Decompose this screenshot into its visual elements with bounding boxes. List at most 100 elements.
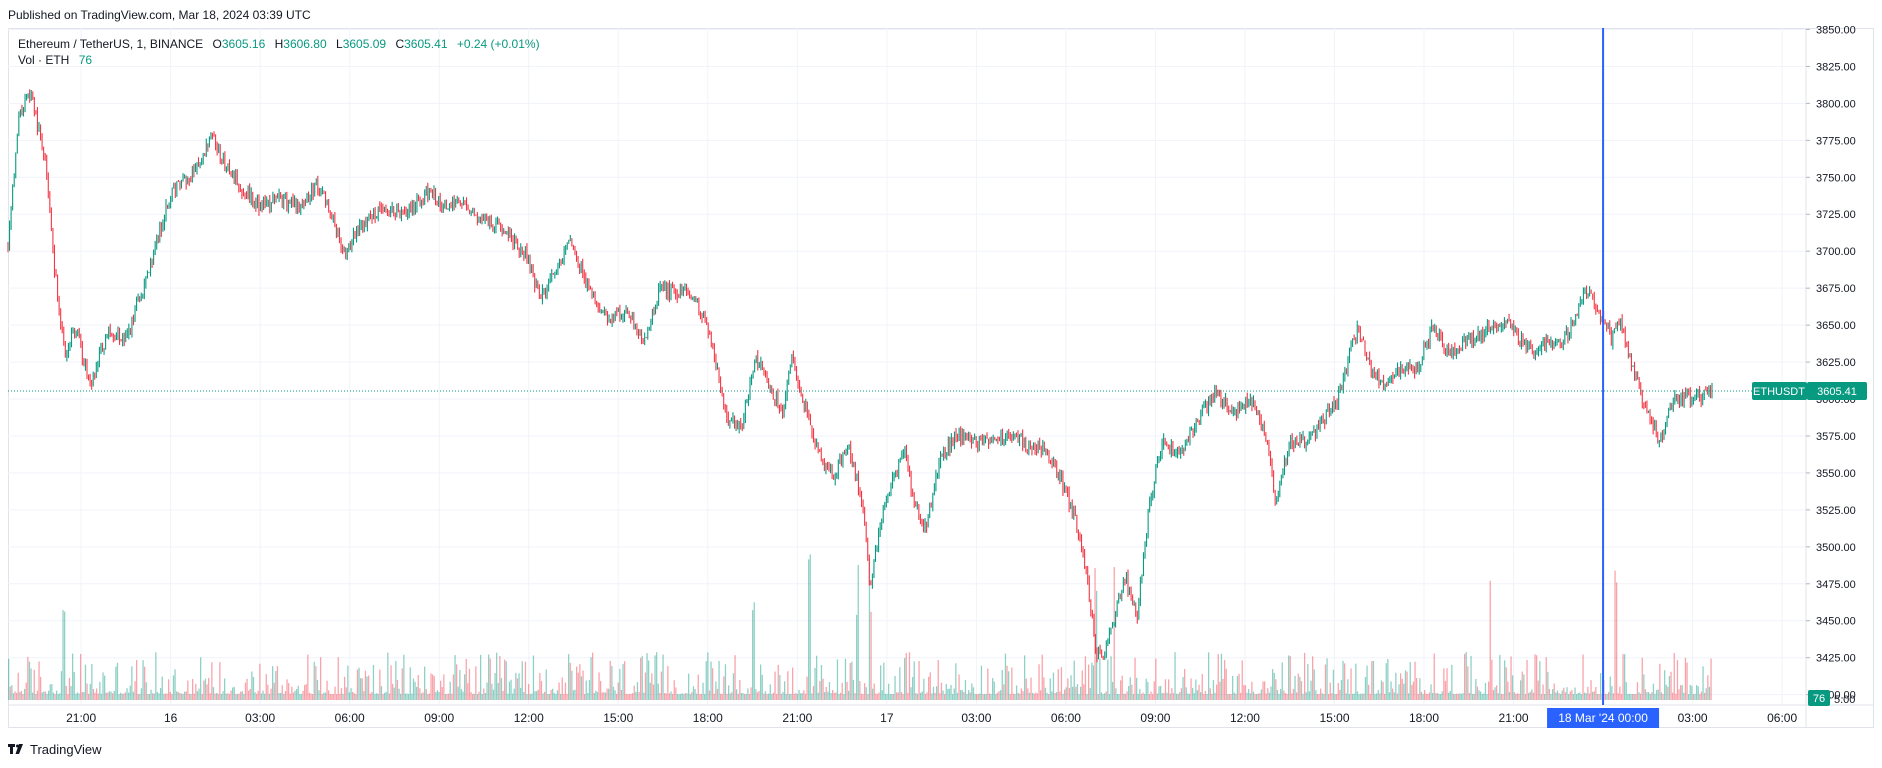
x-tick-label: 03:00	[961, 711, 991, 725]
volume-bar	[1670, 671, 1672, 700]
volume-bar	[1611, 685, 1613, 700]
volume-bar	[175, 691, 178, 700]
volume-bar	[388, 693, 391, 700]
volume-bar	[900, 692, 903, 700]
volume-bar	[1323, 693, 1325, 700]
volume-bar	[1478, 690, 1480, 700]
volume-bar	[1134, 657, 1136, 700]
volume-bar	[753, 602, 755, 700]
volume-bar	[36, 690, 39, 700]
volume-bar	[345, 687, 347, 700]
volume-bar	[247, 690, 250, 700]
volume-bar	[191, 679, 194, 700]
volume-bar	[1542, 684, 1544, 700]
volume-bar	[203, 680, 205, 700]
volume-bar	[1665, 684, 1667, 700]
volume-bar	[1347, 679, 1349, 700]
chart-frame[interactable]	[8, 28, 1874, 728]
volume-bar	[543, 691, 546, 700]
volume-bar	[57, 693, 59, 700]
volume-bar	[1015, 685, 1018, 700]
volume-bar	[167, 679, 170, 700]
volume-bar	[855, 614, 858, 700]
volume-bar	[833, 692, 835, 700]
volume-bar	[169, 691, 171, 700]
y-tick-label: 3800.00	[1816, 98, 1856, 110]
volume-bar	[1507, 681, 1509, 700]
volume-bar	[75, 693, 77, 700]
volume-bar	[185, 691, 187, 700]
volume-bar	[935, 686, 938, 700]
legend-ohlc-row: Ethereum / TetherUS, 1, BINANCE O3605.16…	[18, 36, 540, 52]
volume-bar	[1511, 675, 1514, 700]
volume-bar	[657, 683, 659, 700]
volume-bar	[137, 693, 139, 700]
volume-bar	[153, 693, 155, 700]
volume-bar	[1659, 663, 1661, 700]
volume-bar	[969, 692, 971, 700]
volume-bar	[1067, 678, 1069, 700]
volume-bar	[1489, 580, 1491, 700]
volume-bar	[1307, 663, 1309, 700]
volume-bar	[547, 693, 549, 700]
volume-bar	[182, 693, 184, 700]
legend-symbol[interactable]: Ethereum / TetherUS, 1, BINANCE	[18, 37, 204, 51]
volume-bar	[438, 692, 440, 700]
x-tick-label: 03:00	[245, 711, 275, 725]
y-tick-label: 3550.00	[1816, 468, 1856, 480]
volume-bar	[1455, 693, 1458, 700]
volume-bar	[33, 669, 35, 700]
volume-bar	[865, 687, 867, 700]
volume-bar	[526, 693, 528, 700]
volume-bar	[857, 564, 859, 700]
volume-bar	[1001, 670, 1003, 700]
footer-branding: TradingView	[8, 742, 102, 757]
volume-bar	[52, 692, 55, 700]
volume-bar	[1657, 689, 1659, 700]
volume-bar	[1177, 693, 1179, 700]
y-tick-label: 3500.00	[1816, 542, 1856, 554]
volume-bar	[769, 684, 771, 700]
volume-bar	[143, 666, 146, 700]
volume-bar	[1433, 653, 1435, 700]
volume-bar	[190, 693, 192, 700]
volume-bar	[1137, 693, 1139, 700]
volume-bar	[1379, 693, 1381, 700]
volume-bar	[961, 690, 963, 700]
volume-bar	[937, 659, 939, 700]
volume-bar	[340, 688, 343, 700]
volume-bar	[166, 693, 168, 700]
y-tick-label: 3700.00	[1816, 246, 1856, 258]
volume-bar	[427, 693, 429, 700]
volume-bar	[974, 693, 976, 700]
volume-bar	[679, 693, 682, 700]
volume-bar	[489, 658, 491, 700]
volume-bar	[1459, 693, 1461, 700]
volume-bar	[1308, 691, 1311, 700]
volume-badge-label: 76	[1813, 693, 1825, 705]
volume-bar	[555, 693, 557, 700]
volume-bar	[332, 693, 335, 700]
volume-axis-label: 5.00	[1834, 694, 1855, 706]
volume-bar	[111, 693, 114, 700]
volume-bar	[1387, 659, 1389, 700]
volume-bar	[404, 693, 407, 700]
volume-bar	[1609, 676, 1611, 700]
volume-bar	[1355, 663, 1357, 700]
volume-bar	[628, 693, 631, 700]
volume-bar	[1011, 667, 1013, 700]
volume-bar	[732, 673, 735, 700]
volume-bar	[601, 692, 603, 700]
volume-bar	[841, 682, 843, 700]
chart-legend: Ethereum / TetherUS, 1, BINANCE O3605.16…	[18, 36, 540, 68]
legend-volume-label[interactable]: Vol · ETH	[18, 53, 70, 67]
volume-bar	[633, 685, 635, 700]
symbol-price-badge	[1752, 382, 1807, 401]
y-tick-label: 3575.00	[1816, 431, 1856, 443]
volume-bar	[847, 690, 850, 700]
volume-bar	[1430, 684, 1432, 700]
volume-bar	[1270, 686, 1272, 700]
volume-bar	[1590, 680, 1592, 700]
volume-bar	[1435, 693, 1437, 700]
